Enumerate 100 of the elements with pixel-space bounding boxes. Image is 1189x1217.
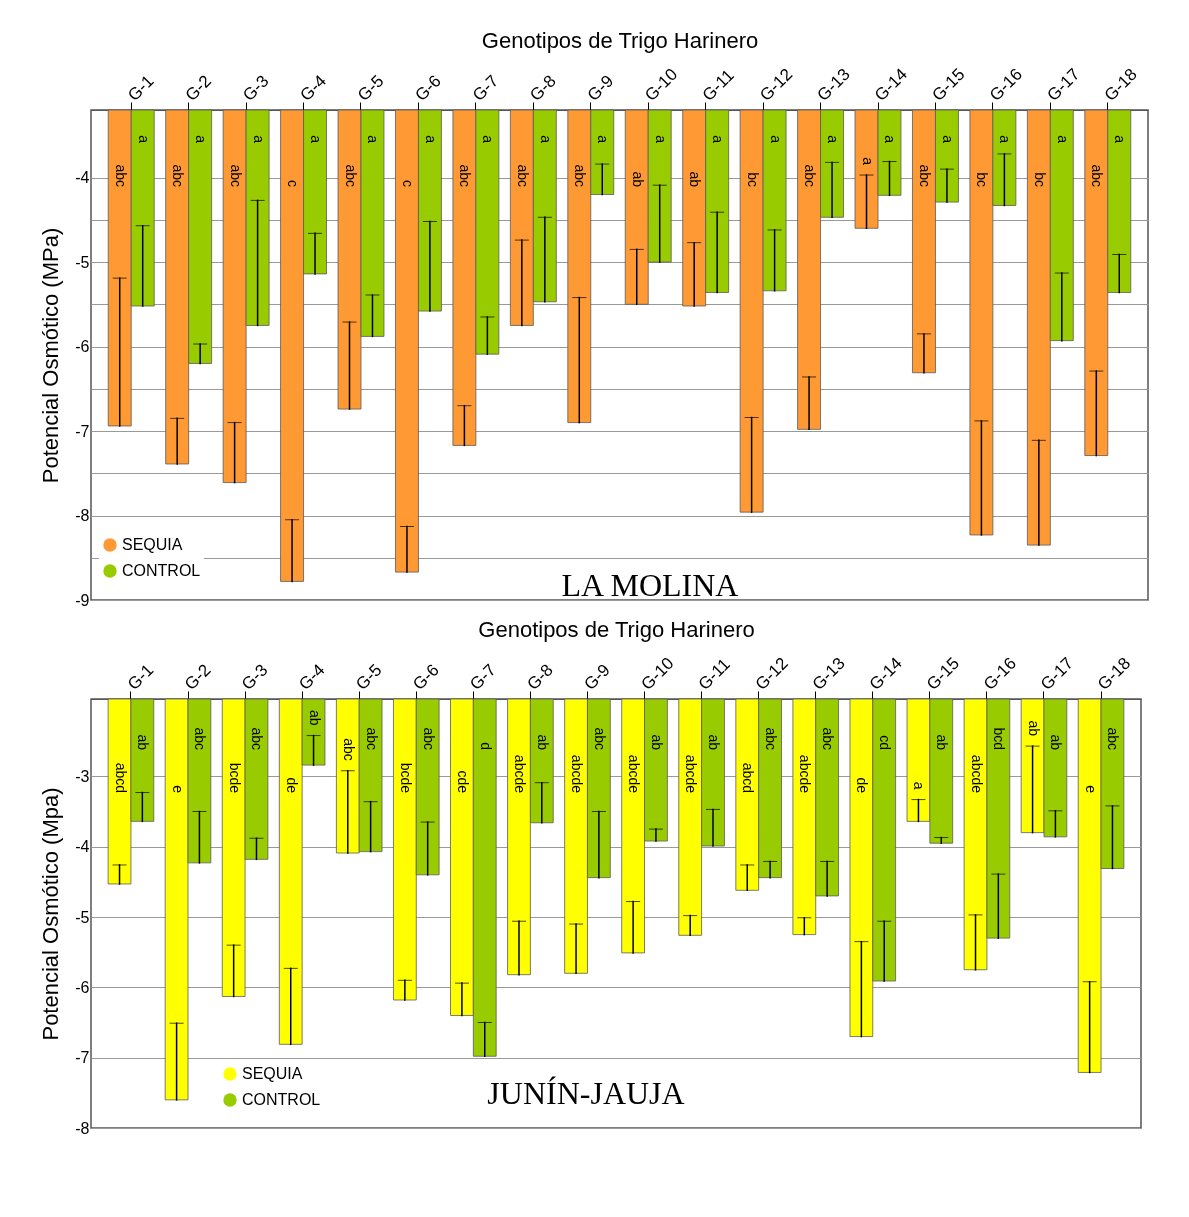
x-tick-label: G-4 xyxy=(296,71,330,105)
data-label: bc xyxy=(1031,172,1048,187)
data-label: abcde xyxy=(626,754,643,794)
data-label: abc xyxy=(342,164,359,187)
y-tick-label: -5 xyxy=(75,253,90,271)
x-tick-label: G-1 xyxy=(124,71,158,105)
x-tick-label: G-2 xyxy=(180,660,215,694)
data-label: ab xyxy=(706,734,723,751)
data-label: abc xyxy=(363,727,380,750)
data-label: ab xyxy=(534,734,551,751)
data-label: a xyxy=(911,781,928,790)
data-label: abc xyxy=(340,738,357,761)
data-label: abc xyxy=(249,727,266,750)
data-label: abc xyxy=(763,727,780,750)
data-label: d xyxy=(477,742,494,750)
data-label: bc xyxy=(744,172,761,187)
x-tick-label: G-7 xyxy=(468,71,503,105)
x-tick-label: G-1 xyxy=(123,660,158,694)
data-label: ab xyxy=(687,171,704,188)
x-tick-label: G-5 xyxy=(353,71,388,105)
data-label: a xyxy=(193,135,210,144)
data-label: de xyxy=(283,777,300,794)
y-tick-label: -7 xyxy=(75,1049,90,1067)
data-label: a xyxy=(595,135,612,144)
data-label: abc xyxy=(514,164,531,187)
data-label: bcde xyxy=(226,762,243,794)
data-label: abc xyxy=(192,727,209,750)
data-label: a xyxy=(135,135,152,144)
y-tick-label: -4 xyxy=(75,838,90,856)
data-label: ab xyxy=(934,734,951,751)
data-label: a xyxy=(859,157,876,166)
y-tick-label: -3 xyxy=(75,767,90,785)
data-label: a xyxy=(710,135,727,144)
y-tick-label: -5 xyxy=(75,908,90,926)
data-label: e xyxy=(169,785,186,794)
data-label: abc xyxy=(420,727,437,750)
x-axis-title: Genotipos de Trigo Harinero xyxy=(478,617,755,643)
data-label: a xyxy=(767,135,784,144)
data-label: a xyxy=(939,135,956,144)
data-label: abc xyxy=(802,164,819,187)
data-label: a xyxy=(480,135,497,144)
data-label: abc xyxy=(170,164,187,187)
data-label: a xyxy=(652,135,669,144)
data-label: abcde xyxy=(797,754,814,794)
data-label: abcde xyxy=(683,754,700,794)
data-label: abc xyxy=(820,727,837,750)
annotation: LA MOLINA xyxy=(561,567,739,603)
x-tick-label: G-3 xyxy=(239,71,273,105)
x-tick-label: G-5 xyxy=(352,660,386,694)
data-label: bc xyxy=(974,172,991,187)
x-tick-label: G-9 xyxy=(580,660,614,694)
x-tick-label: G-4 xyxy=(295,660,329,694)
data-label: de xyxy=(854,777,871,794)
data-label: e xyxy=(1082,785,1099,794)
data-label: a xyxy=(422,135,439,144)
x-axis-title: Genotipos de Trigo Harinero xyxy=(481,28,759,54)
data-label: a xyxy=(882,135,899,144)
data-label: a xyxy=(537,135,554,144)
y-tick-label: -6 xyxy=(75,338,90,356)
data-label: abc xyxy=(916,164,933,187)
y-tick-label: -9 xyxy=(75,591,90,609)
data-label: abc xyxy=(572,164,589,187)
data-label: a xyxy=(997,135,1014,144)
data-label: abc xyxy=(591,727,608,750)
legend-label: CONTROL xyxy=(122,562,201,579)
data-label: a xyxy=(308,135,325,144)
data-label: a xyxy=(365,135,382,144)
data-label: abcd xyxy=(740,762,757,793)
x-tick-label: G-8 xyxy=(526,71,560,105)
data-label: ab xyxy=(629,171,646,188)
data-label: a xyxy=(1054,135,1071,144)
data-label: abc xyxy=(227,164,244,187)
data-label: a xyxy=(1112,135,1129,144)
legend-label: SEQUIA xyxy=(242,1065,303,1082)
data-label: ab xyxy=(1025,720,1042,737)
data-label: bcd xyxy=(991,727,1008,750)
data-label: ab xyxy=(306,709,323,726)
data-label: c xyxy=(399,180,416,187)
x-tick-label: G-8 xyxy=(523,660,557,694)
data-label: ab xyxy=(135,734,152,751)
data-label: abcde xyxy=(511,754,528,794)
y-tick-label: -6 xyxy=(75,978,90,996)
y-tick-label: -8 xyxy=(75,1119,90,1137)
x-tick-label: G-6 xyxy=(411,71,445,105)
x-tick-label: G-2 xyxy=(181,71,216,105)
x-tick-label: G-3 xyxy=(238,660,272,694)
data-label: ab xyxy=(648,734,665,751)
data-label: cde xyxy=(454,770,471,794)
data-label: abc xyxy=(1105,727,1122,750)
y-tick-label: -7 xyxy=(75,422,90,440)
data-label: abcd xyxy=(112,762,129,793)
x-tick-label: G-9 xyxy=(583,71,618,105)
data-label: abc xyxy=(1089,164,1106,187)
y-axis-title: Potencial Osmótico (MPa) xyxy=(38,227,64,484)
data-label: cd xyxy=(877,735,894,750)
data-label: abc xyxy=(112,164,129,187)
data-label: abc xyxy=(457,164,474,187)
x-tick-label: G-7 xyxy=(466,660,500,694)
legend-label: CONTROL xyxy=(242,1091,321,1108)
data-label: c xyxy=(285,180,302,187)
